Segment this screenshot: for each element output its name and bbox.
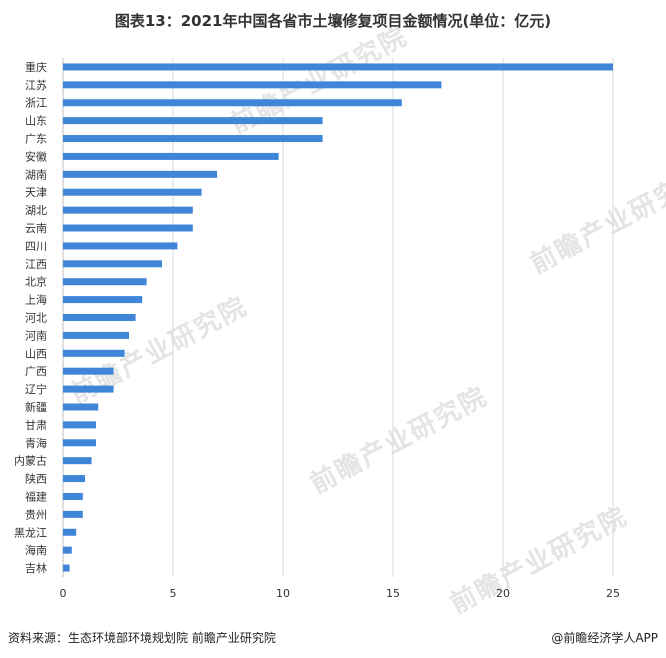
bar <box>63 314 136 321</box>
category-label: 天津 <box>25 186 47 199</box>
category-label: 云南 <box>25 222 47 235</box>
category-label: 山东 <box>25 115 47 128</box>
x-tick-label: 10 <box>276 587 290 600</box>
category-label: 湖北 <box>25 204 47 217</box>
bar <box>63 385 114 393</box>
category-label: 北京 <box>25 275 47 289</box>
bar <box>63 475 85 483</box>
category-label: 辽宁 <box>25 382 47 396</box>
brand-label: @前瞻经济学人APP <box>551 631 658 645</box>
chart-title: 图表13：2021年中国各省市土壤修复项目金额情况(单位：亿元) <box>114 12 552 30</box>
x-tick-label: 0 <box>60 587 67 600</box>
category-label: 甘肃 <box>25 419 47 432</box>
bar <box>63 206 193 214</box>
category-label: 浙江 <box>25 97 47 110</box>
bar <box>63 260 162 268</box>
bar <box>63 492 83 500</box>
bar <box>63 63 613 71</box>
bar <box>63 152 279 160</box>
category-label: 安徽 <box>25 149 47 163</box>
source-note: 资料来源：生态环境部环境规划院 前瞻产业研究院 <box>8 631 276 645</box>
bar <box>63 564 70 572</box>
category-label: 新疆 <box>25 400 47 414</box>
category-label: 贵州 <box>25 508 47 521</box>
bar <box>63 224 193 232</box>
bar <box>63 510 83 518</box>
category-label: 湖南 <box>25 168 47 181</box>
category-label: 河南 <box>25 329 47 342</box>
category-label: 上海 <box>25 293 47 307</box>
x-tick-label: 5 <box>170 587 177 600</box>
category-label: 海南 <box>25 543 47 557</box>
x-tick-label: 25 <box>606 587 620 600</box>
category-label: 山西 <box>25 347 47 360</box>
category-label: 四川 <box>25 240 47 253</box>
category-label: 广西 <box>25 365 47 378</box>
bar <box>63 170 217 178</box>
bar <box>63 99 402 107</box>
bar <box>63 349 125 357</box>
bar <box>63 278 147 286</box>
bar <box>63 331 129 339</box>
category-label: 黑龙江 <box>14 526 47 539</box>
bar <box>63 117 323 125</box>
category-label: 江苏 <box>25 79 47 92</box>
bar <box>63 81 442 89</box>
bar <box>63 403 99 411</box>
x-tick-label: 20 <box>496 587 510 600</box>
bar <box>63 546 72 554</box>
bar <box>63 421 96 429</box>
category-label: 福建 <box>25 489 47 503</box>
bar <box>63 135 323 143</box>
bar <box>63 242 178 250</box>
category-label: 江西 <box>25 258 47 271</box>
bar <box>63 457 92 465</box>
category-label: 重庆 <box>25 60 47 74</box>
bar <box>63 367 114 375</box>
category-label: 广东 <box>25 133 47 146</box>
bar <box>63 188 202 196</box>
bar <box>63 528 77 536</box>
x-tick-label: 15 <box>386 587 400 600</box>
category-label: 吉林 <box>25 561 47 575</box>
category-label: 河北 <box>25 312 47 325</box>
category-label: 青海 <box>25 436 47 450</box>
category-label: 陕西 <box>25 472 47 486</box>
category-label: 内蒙古 <box>14 454 47 468</box>
bar <box>63 296 143 304</box>
bar <box>63 439 96 447</box>
